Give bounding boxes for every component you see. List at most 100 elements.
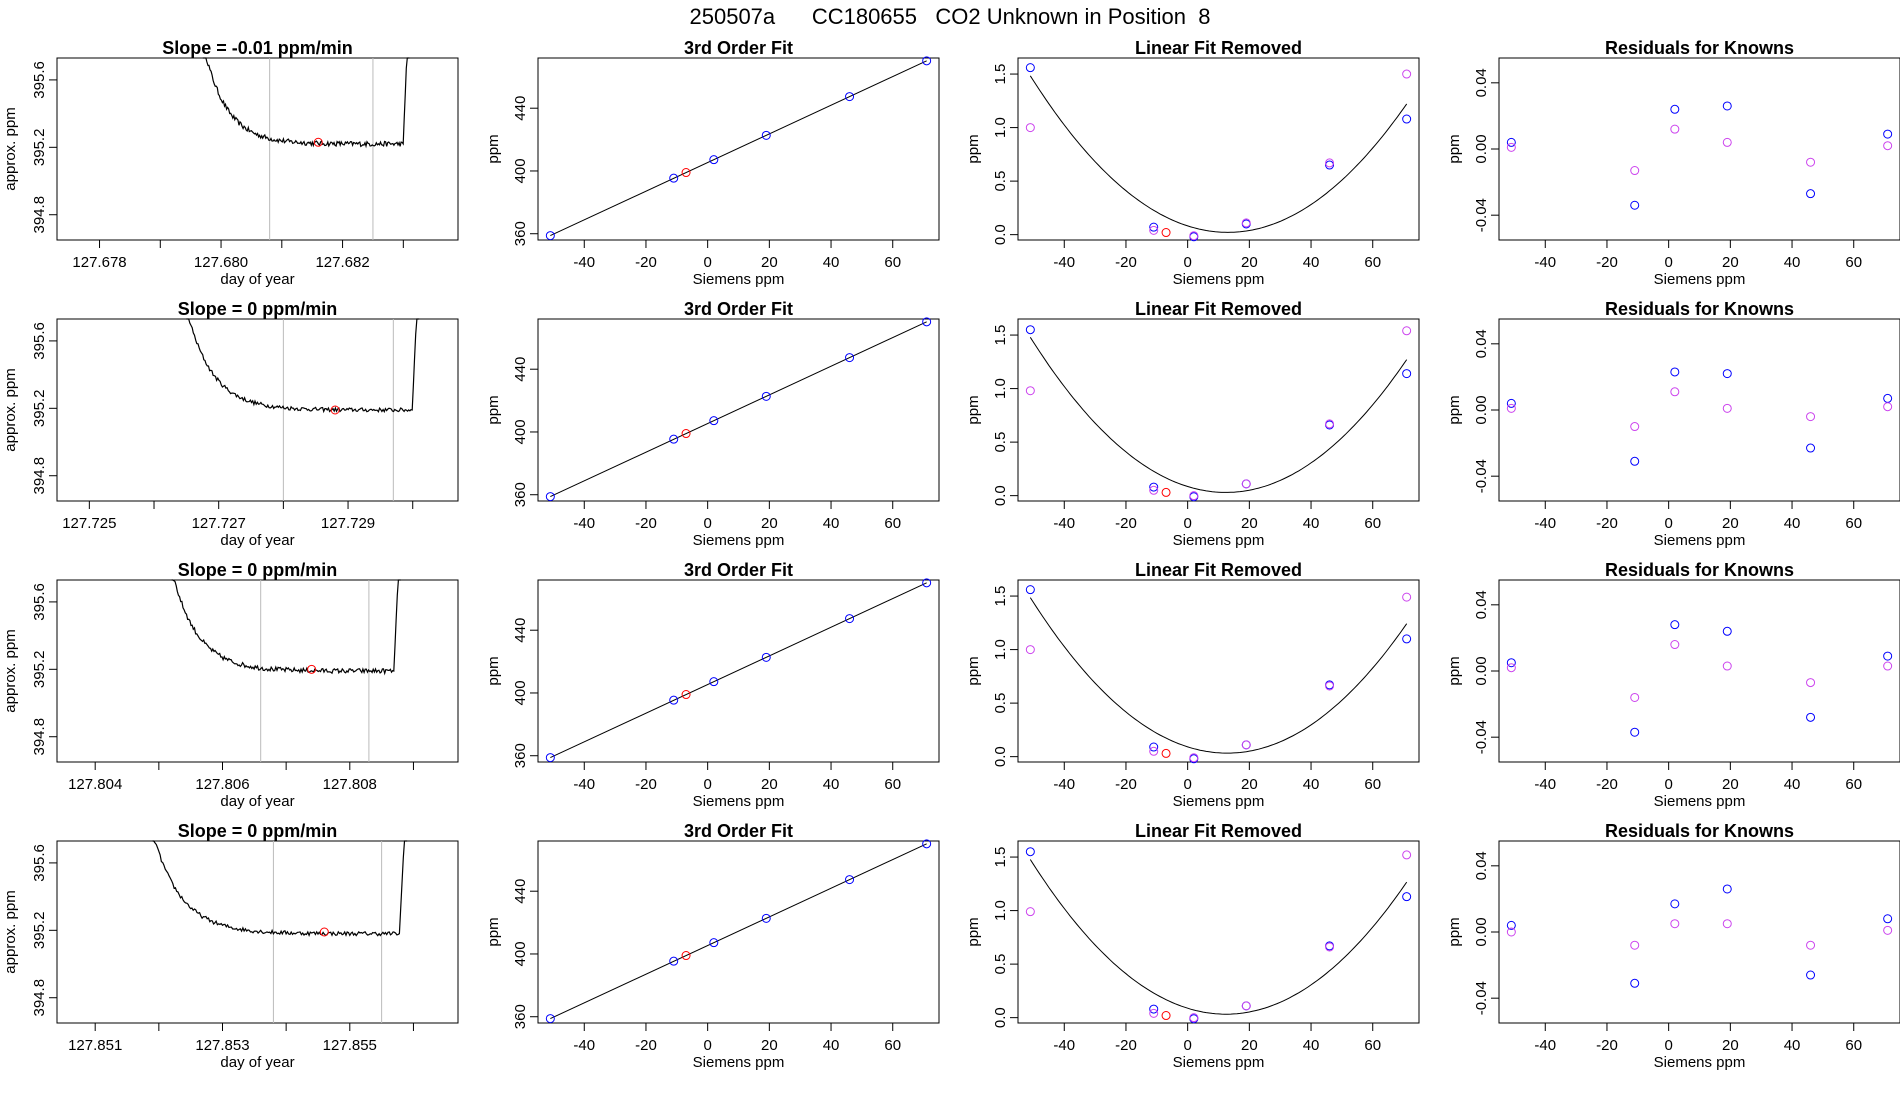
data-point bbox=[1325, 419, 1335, 429]
y-tick-label: 440 bbox=[512, 96, 529, 121]
y-tick-label: 0.5 bbox=[992, 432, 1009, 453]
y-tick-label: 1.5 bbox=[992, 586, 1009, 607]
x-tick-label: -20 bbox=[1596, 1037, 1618, 1054]
data-point bbox=[1402, 892, 1412, 902]
data-point bbox=[1402, 326, 1412, 336]
data-trace bbox=[202, 57, 410, 149]
x-tick-label: 20 bbox=[761, 1037, 778, 1054]
y-tick-label: 0.00 bbox=[1473, 917, 1490, 946]
y-axis-label: ppm bbox=[965, 134, 982, 163]
x-tick-label: -20 bbox=[635, 515, 657, 532]
y-tick-label: 395.6 bbox=[31, 844, 48, 882]
data-point bbox=[1806, 712, 1816, 722]
x-axis-label: Siemens ppm bbox=[693, 532, 785, 549]
data-point bbox=[1670, 387, 1680, 397]
panel-title: Residuals for Knowns bbox=[1605, 38, 1794, 58]
panel-title: 3rd Order Fit bbox=[684, 560, 793, 580]
data-point bbox=[761, 391, 771, 401]
figure-title: 250507a CC180655 CO2 Unknown in Position… bbox=[689, 4, 1211, 29]
x-tick-label: -20 bbox=[1115, 515, 1137, 532]
data-point bbox=[1506, 920, 1516, 930]
data-point bbox=[1670, 124, 1680, 134]
plot-frame bbox=[1498, 57, 1900, 241]
data-point bbox=[1161, 487, 1171, 497]
y-tick-label: 1.0 bbox=[992, 900, 1009, 921]
data-point bbox=[1506, 398, 1516, 408]
x-tick-label: 0 bbox=[1183, 776, 1191, 793]
y-tick-label: 0.00 bbox=[1473, 134, 1490, 163]
data-point bbox=[669, 956, 679, 966]
x-tick-label: -40 bbox=[1534, 254, 1556, 271]
x-tick-label: 127.806 bbox=[195, 776, 249, 793]
data-point bbox=[1325, 942, 1335, 952]
y-axis-label: ppm bbox=[965, 917, 982, 946]
y-tick-label: -0.04 bbox=[1473, 459, 1490, 493]
data-point bbox=[1806, 189, 1816, 199]
x-tick-label: 0 bbox=[703, 515, 711, 532]
x-tick-label: 60 bbox=[884, 1037, 901, 1054]
y-axis-label: ppm bbox=[965, 395, 982, 424]
x-tick-label: 60 bbox=[1364, 1037, 1381, 1054]
panel-title: Linear Fit Removed bbox=[1135, 38, 1302, 58]
data-point bbox=[1806, 412, 1816, 422]
data-point bbox=[1506, 658, 1516, 668]
y-axis-label: approx. ppm bbox=[2, 368, 19, 451]
x-tick-label: -20 bbox=[635, 776, 657, 793]
data-point bbox=[1722, 403, 1732, 413]
x-axis-label: Siemens ppm bbox=[1654, 271, 1746, 288]
data-point bbox=[1149, 1004, 1159, 1014]
fit-curve bbox=[1029, 859, 1408, 1015]
x-tick-label: 60 bbox=[1364, 254, 1381, 271]
fit-line bbox=[550, 582, 927, 759]
x-tick-label: -40 bbox=[1053, 1037, 1075, 1054]
panel-title: Slope = 0 ppm/min bbox=[178, 299, 338, 319]
data-point bbox=[1149, 482, 1159, 492]
data-point bbox=[1025, 63, 1035, 73]
data-point bbox=[1630, 166, 1640, 176]
data-point bbox=[1161, 228, 1171, 238]
plot-frame bbox=[1017, 57, 1420, 241]
x-axis-label: Siemens ppm bbox=[693, 271, 785, 288]
data-point bbox=[1806, 678, 1816, 688]
fit-line bbox=[550, 321, 927, 498]
data-point bbox=[681, 951, 691, 961]
data-point bbox=[1722, 661, 1732, 671]
x-tick-label: 127.678 bbox=[72, 254, 126, 271]
data-point bbox=[845, 353, 855, 363]
x-axis-label: Siemens ppm bbox=[1173, 271, 1265, 288]
y-tick-label: 0.04 bbox=[1473, 329, 1490, 358]
x-tick-label: 20 bbox=[1241, 515, 1258, 532]
fit-curve bbox=[1029, 75, 1408, 233]
x-tick-label: 20 bbox=[1722, 1037, 1739, 1054]
y-tick-label: 0.00 bbox=[1473, 395, 1490, 424]
unknown-marker bbox=[307, 664, 317, 674]
plot-frame bbox=[1498, 318, 1900, 502]
y-tick-label: 0.0 bbox=[992, 485, 1009, 506]
data-point bbox=[1806, 443, 1816, 453]
y-tick-label: 400 bbox=[512, 680, 529, 705]
data-point bbox=[1149, 742, 1159, 752]
y-tick-label: 394.8 bbox=[31, 196, 48, 234]
data-point bbox=[1402, 634, 1412, 644]
x-tick-label: 0 bbox=[1183, 515, 1191, 532]
data-point bbox=[1241, 740, 1251, 750]
data-point bbox=[1161, 748, 1171, 758]
plot-frame bbox=[1017, 840, 1420, 1024]
data-point bbox=[545, 753, 555, 763]
data-point bbox=[1506, 142, 1516, 152]
data-point bbox=[1149, 746, 1159, 756]
data-point bbox=[1806, 940, 1816, 950]
data-point bbox=[1630, 422, 1640, 432]
data-point bbox=[1670, 367, 1680, 377]
data-point bbox=[1402, 850, 1412, 860]
panel-title: 3rd Order Fit bbox=[684, 821, 793, 841]
x-tick-label: 0 bbox=[1183, 254, 1191, 271]
x-axis-label: Siemens ppm bbox=[693, 793, 785, 810]
x-tick-label: 0 bbox=[1183, 1037, 1191, 1054]
y-tick-label: 1.0 bbox=[992, 639, 1009, 660]
y-tick-label: 394.8 bbox=[31, 979, 48, 1017]
x-tick-label: 127.855 bbox=[323, 1037, 377, 1054]
x-tick-label: 40 bbox=[1303, 254, 1320, 271]
y-tick-label: 1.5 bbox=[992, 325, 1009, 346]
